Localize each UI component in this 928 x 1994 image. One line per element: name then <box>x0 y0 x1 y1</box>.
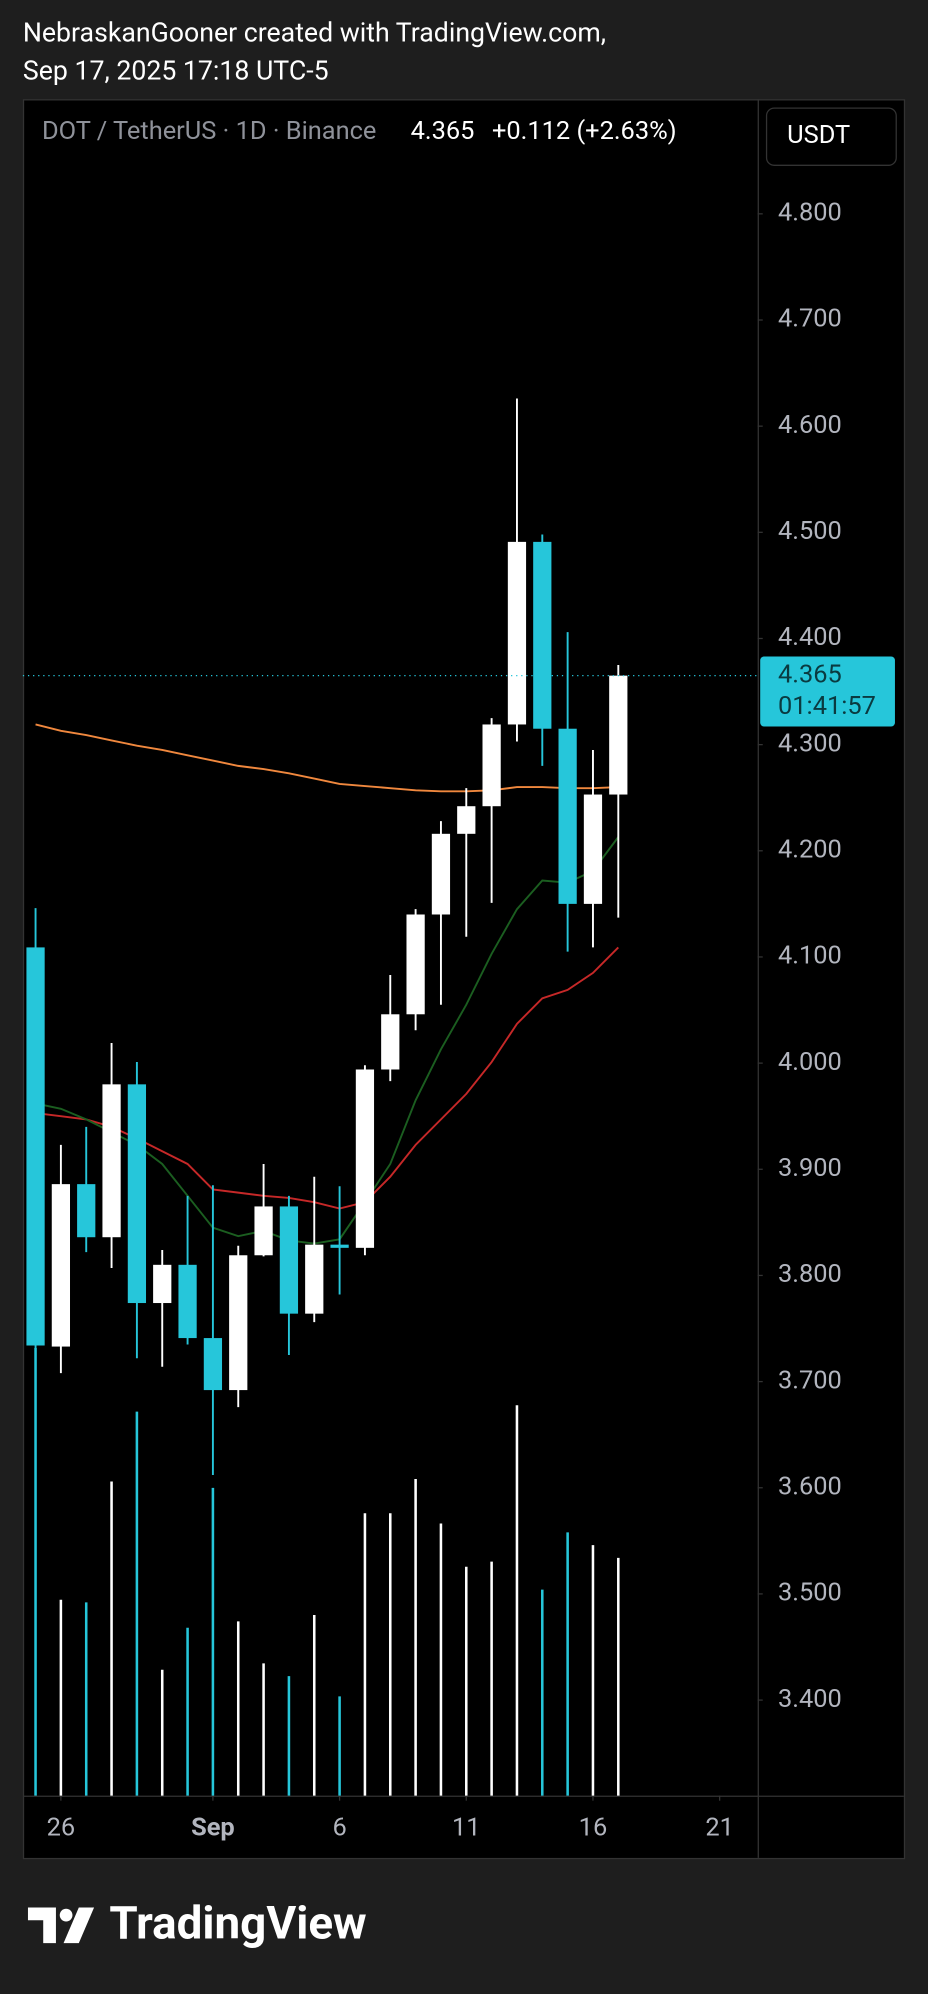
tradingview-logo-icon <box>27 1907 95 1944</box>
y-tick-label: 4.600 <box>778 410 842 440</box>
x-tick-label: 16 <box>579 1812 608 1842</box>
y-tick-label: 4.500 <box>778 516 842 546</box>
currency-label[interactable]: USDT <box>787 120 850 150</box>
candle-body <box>406 914 425 1015</box>
candle-body <box>330 1244 349 1248</box>
candle-body <box>381 1014 400 1070</box>
last-price-box <box>760 656 895 727</box>
y-tick-label: 3.700 <box>778 1365 842 1395</box>
candle-body <box>203 1338 223 1391</box>
x-tick-label: 11 <box>452 1812 481 1842</box>
candle-body <box>583 794 603 904</box>
x-tick-label: 21 <box>705 1812 734 1842</box>
header-line: Sep 17, 2025 17:18 UTC-5 <box>23 55 329 87</box>
y-tick-label: 4.700 <box>778 304 842 334</box>
ma-line <box>35 723 619 793</box>
plot: 4.800 4.700 4.600 4.500 4.400 4.300 4.200 4.100… <box>22 198 895 1842</box>
candle-body <box>178 1264 197 1339</box>
last-price-label: 4.365 <box>778 659 842 689</box>
candle-body <box>482 724 501 807</box>
y-tick-label: 4.800 <box>778 198 842 228</box>
candle-body <box>127 1084 147 1304</box>
y-tick-label: 4.400 <box>778 622 842 652</box>
symbol: DOT / TetherUS · 1D · Binance <box>42 116 376 146</box>
y-tick-label: 4.300 <box>778 728 842 758</box>
candle-body <box>431 833 451 915</box>
candle-body <box>279 1206 299 1314</box>
y-tick-label: 3.500 <box>778 1578 842 1608</box>
y-tick-label: 4.200 <box>778 835 842 865</box>
x-tick-label: 26 <box>47 1812 76 1842</box>
candle-body <box>533 541 552 729</box>
candle-body <box>507 541 527 725</box>
candle-body <box>102 1084 121 1238</box>
y-tick-label: 3.800 <box>778 1259 842 1289</box>
x-tick-label: Sep <box>191 1812 235 1842</box>
candle-body <box>457 806 476 834</box>
header-line: NebraskanGooner created with TradingView… <box>23 16 606 48</box>
y-tick-label: 4.100 <box>778 941 842 971</box>
chart-frame <box>22 99 906 1860</box>
candle-body <box>305 1244 324 1314</box>
y-tick-label: 3.600 <box>778 1471 842 1501</box>
candle-body <box>77 1184 96 1238</box>
y-tick-label: 3.400 <box>778 1684 842 1714</box>
legend-price: 4.365 <box>411 116 475 146</box>
legend-change: +0.112 (+2.63%) <box>492 116 677 146</box>
candle-body <box>26 947 45 1346</box>
logo-text: TradingView <box>109 1898 366 1951</box>
currency-button[interactable] <box>765 107 897 166</box>
candle-body <box>558 728 577 904</box>
x-tick-label: 6 <box>332 1812 346 1842</box>
candle-body <box>229 1255 248 1391</box>
candle-body <box>254 1206 273 1256</box>
candle-body <box>609 675 628 795</box>
candle-body <box>355 1069 375 1248</box>
y-tick-label: 3.900 <box>778 1153 842 1183</box>
candle-body <box>51 1184 71 1347</box>
candle-body <box>153 1264 172 1304</box>
y-tick-label: 4.000 <box>778 1047 842 1077</box>
countdown-label: 01:41:57 <box>778 691 876 721</box>
